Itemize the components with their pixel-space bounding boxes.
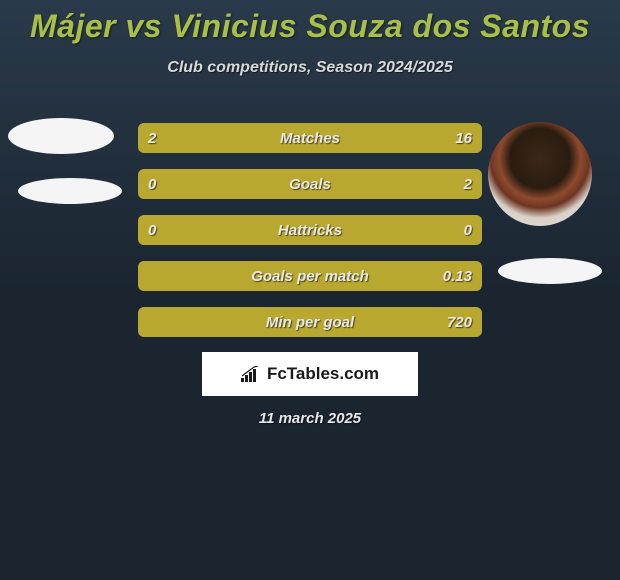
- stat-row: 0 Goals 2: [138, 169, 482, 199]
- logo-box: FcTables.com: [202, 352, 418, 396]
- stat-right-value: 0: [464, 222, 472, 239]
- player-left-ellipse: [18, 178, 122, 204]
- stat-right-value: 0.13: [443, 268, 472, 285]
- stat-label: Goals: [138, 176, 482, 193]
- subtitle: Club competitions, Season 2024/2025: [0, 59, 620, 77]
- stat-row: 2 Matches 16: [138, 123, 482, 153]
- date-label: 11 march 2025: [0, 410, 620, 427]
- chart-icon: [241, 366, 261, 382]
- stat-label: Hattricks: [138, 222, 482, 239]
- stat-row: Min per goal 720: [138, 307, 482, 337]
- player-right-avatar: [488, 122, 592, 226]
- stat-right-value: 2: [464, 176, 472, 193]
- stat-row: Goals per match 0.13: [138, 261, 482, 291]
- player-right-ellipse: [498, 258, 602, 284]
- stat-row: 0 Hattricks 0: [138, 215, 482, 245]
- stats-bars: 2 Matches 16 0 Goals 2 0 Hattricks 0 Goa…: [138, 123, 482, 353]
- stat-right-value: 16: [455, 130, 472, 147]
- stat-label: Goals per match: [138, 268, 482, 285]
- page-title: Májer vs Vinicius Souza dos Santos: [0, 0, 620, 45]
- logo-text: FcTables.com: [267, 364, 379, 384]
- stat-right-value: 720: [447, 314, 472, 331]
- stat-label: Min per goal: [138, 314, 482, 331]
- stat-label: Matches: [138, 130, 482, 147]
- player-left-avatar: [8, 118, 114, 154]
